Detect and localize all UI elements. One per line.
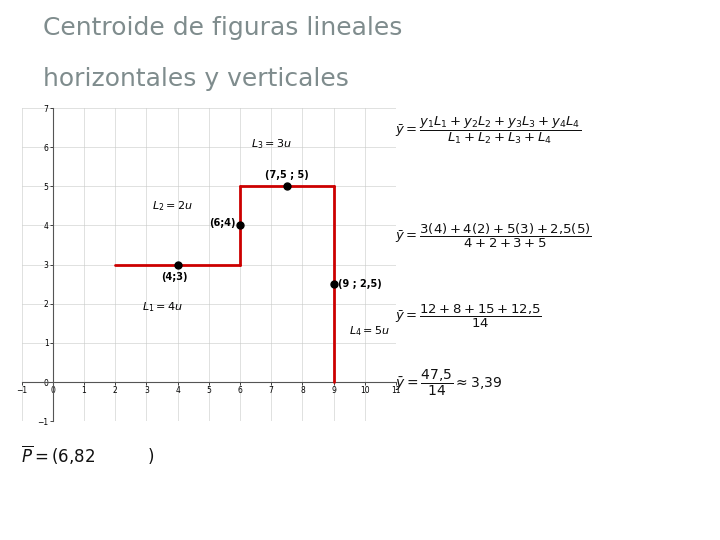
Text: (4;3): (4;3) [161, 272, 188, 282]
Text: $\bar{y} = \dfrac{47{,}5}{14} \approx 3{,}39$: $\bar{y} = \dfrac{47{,}5}{14} \approx 3{… [395, 367, 503, 397]
Text: $\bar{y} = \dfrac{12+8+15+12{,}5}{14}$: $\bar{y} = \dfrac{12+8+15+12{,}5}{14}$ [395, 302, 542, 329]
Text: $\bar{y} = \dfrac{3(4)+4(2)+5(3)+2{,}5(5)}{4+2+3+5}$: $\bar{y} = \dfrac{3(4)+4(2)+5(3)+2{,}5(5… [395, 221, 592, 249]
Text: $\overline{P} = (6{,}82$          $)$: $\overline{P} = (6{,}82$ $)$ [21, 443, 155, 467]
Text: $L_2 = 2u$: $L_2 = 2u$ [153, 199, 193, 213]
Text: (6;4): (6;4) [209, 219, 235, 228]
Text: $L_3 = 3u$: $L_3 = 3u$ [251, 137, 292, 151]
Text: horizontales y verticales: horizontales y verticales [43, 67, 349, 91]
Text: (9 ; 2,5): (9 ; 2,5) [338, 279, 382, 289]
Text: Centroide de figuras lineales: Centroide de figuras lineales [43, 16, 402, 40]
Text: $L_4 = 5u$: $L_4 = 5u$ [349, 324, 390, 338]
Text: videosdematematicas.com: videosdematematicas.com [420, 500, 631, 515]
Text: $\bar{y} = \dfrac{y_1L_1 + y_2L_2 + y_3L_3 + y_4L_4}{L_1 + L_2 + L_3 + L_4}$: $\bar{y} = \dfrac{y_1L_1 + y_2L_2 + y_3L… [395, 114, 582, 146]
Text: $L_1 = 4u$: $L_1 = 4u$ [142, 300, 182, 314]
Text: (7,5 ; 5): (7,5 ; 5) [265, 171, 309, 180]
